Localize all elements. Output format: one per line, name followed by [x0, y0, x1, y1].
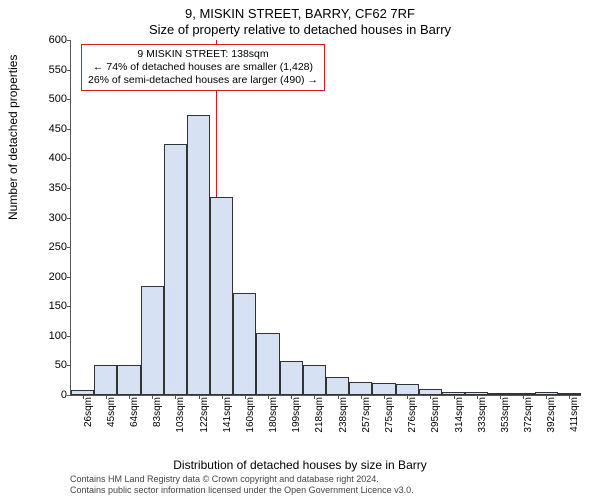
- y-tick-label: 150: [49, 300, 67, 312]
- y-tick-mark: [67, 395, 71, 396]
- x-axis-label: Distribution of detached houses by size …: [0, 458, 600, 472]
- plot-area: 9 MISKIN STREET: 138sqm← 74% of detached…: [70, 40, 581, 396]
- x-tick-label: 411sqm: [569, 397, 580, 432]
- y-tick-mark: [67, 218, 71, 219]
- x-tick-mark: [407, 395, 408, 399]
- x-tick-mark: [314, 395, 315, 399]
- histogram-bar: [164, 144, 187, 395]
- x-tick-mark: [384, 395, 385, 399]
- x-tick-mark: [546, 395, 547, 399]
- y-tick-label: 550: [49, 64, 67, 76]
- x-tick-label: 180sqm: [268, 397, 279, 433]
- x-tick-label: 64sqm: [129, 397, 140, 427]
- x-tick-label: 103sqm: [175, 397, 186, 433]
- y-tick-mark: [67, 158, 71, 159]
- x-tick-label: 353sqm: [500, 397, 511, 433]
- y-tick-mark: [67, 70, 71, 71]
- x-tick-label: 295sqm: [430, 397, 441, 433]
- x-tick-label: 238sqm: [338, 397, 349, 433]
- y-tick-label: 200: [49, 271, 67, 283]
- y-tick-label: 300: [49, 212, 67, 224]
- x-tick-mark: [361, 395, 362, 399]
- x-tick-label: 372sqm: [523, 397, 534, 433]
- x-tick-label: 314sqm: [454, 397, 465, 433]
- y-axis-label: Number of detached properties: [6, 55, 20, 220]
- x-tick-mark: [129, 395, 130, 399]
- y-tick-label: 350: [49, 182, 67, 194]
- chart-container: 9, MISKIN STREET, BARRY, CF62 7RF Size o…: [0, 0, 600, 500]
- info-box-line: 26% of semi-detached houses are larger (…: [88, 74, 318, 87]
- histogram-bar: [280, 361, 303, 395]
- y-tick-mark: [67, 188, 71, 189]
- y-tick-label: 600: [49, 34, 67, 46]
- x-tick-mark: [83, 395, 84, 399]
- x-tick-mark: [477, 395, 478, 399]
- histogram-bar: [396, 384, 419, 395]
- x-tick-label: 83sqm: [152, 397, 163, 427]
- x-tick-mark: [454, 395, 455, 399]
- histogram-bar: [349, 382, 372, 395]
- histogram-bar: [117, 365, 140, 395]
- x-tick-mark: [430, 395, 431, 399]
- x-tick-label: 257sqm: [361, 397, 372, 433]
- attribution-line: Contains public sector information licen…: [70, 485, 414, 496]
- info-box-line: ← 74% of detached houses are smaller (1,…: [88, 61, 318, 74]
- x-tick-mark: [245, 395, 246, 399]
- x-tick-label: 45sqm: [106, 397, 117, 427]
- chart-title-address: 9, MISKIN STREET, BARRY, CF62 7RF: [0, 6, 600, 21]
- x-tick-mark: [338, 395, 339, 399]
- histogram-bar: [210, 197, 233, 395]
- y-tick-mark: [67, 365, 71, 366]
- x-tick-mark: [268, 395, 269, 399]
- histogram-bar: [233, 293, 256, 395]
- x-tick-label: 333sqm: [477, 397, 488, 433]
- info-box-line: 9 MISKIN STREET: 138sqm: [88, 48, 318, 61]
- y-tick-label: 50: [55, 359, 67, 371]
- y-tick-mark: [67, 336, 71, 337]
- x-tick-label: 26sqm: [83, 397, 94, 427]
- property-info-box: 9 MISKIN STREET: 138sqm← 74% of detached…: [81, 44, 325, 91]
- y-tick-mark: [67, 129, 71, 130]
- y-tick-mark: [67, 247, 71, 248]
- x-tick-mark: [152, 395, 153, 399]
- y-tick-label: 400: [49, 152, 67, 164]
- x-tick-mark: [222, 395, 223, 399]
- x-tick-label: 160sqm: [245, 397, 256, 433]
- y-tick-label: 250: [49, 241, 67, 253]
- y-tick-label: 450: [49, 123, 67, 135]
- histogram-bar: [303, 365, 326, 395]
- attribution-text: Contains HM Land Registry data © Crown c…: [70, 474, 414, 496]
- x-tick-label: 276sqm: [407, 397, 418, 433]
- histogram-bar: [326, 377, 349, 395]
- y-tick-label: 500: [49, 93, 67, 105]
- y-tick-label: 100: [49, 330, 67, 342]
- y-tick-mark: [67, 40, 71, 41]
- x-tick-label: 275sqm: [384, 397, 395, 433]
- x-tick-mark: [199, 395, 200, 399]
- histogram-bar: [141, 286, 164, 395]
- histogram-bar: [256, 333, 279, 395]
- chart-title-subtitle: Size of property relative to detached ho…: [0, 22, 600, 37]
- x-tick-mark: [569, 395, 570, 399]
- x-tick-mark: [523, 395, 524, 399]
- histogram-bar: [187, 115, 210, 395]
- attribution-line: Contains HM Land Registry data © Crown c…: [70, 474, 414, 485]
- x-tick-mark: [106, 395, 107, 399]
- histogram-bar: [94, 365, 117, 395]
- x-tick-label: 122sqm: [199, 397, 210, 433]
- histogram-bar: [372, 383, 395, 395]
- x-tick-label: 218sqm: [314, 397, 325, 433]
- y-tick-mark: [67, 277, 71, 278]
- x-tick-label: 199sqm: [291, 397, 302, 433]
- y-tick-mark: [67, 306, 71, 307]
- x-tick-label: 141sqm: [222, 397, 233, 433]
- x-tick-mark: [291, 395, 292, 399]
- y-tick-mark: [67, 99, 71, 100]
- x-tick-mark: [500, 395, 501, 399]
- x-tick-label: 392sqm: [546, 397, 557, 433]
- x-tick-mark: [175, 395, 176, 399]
